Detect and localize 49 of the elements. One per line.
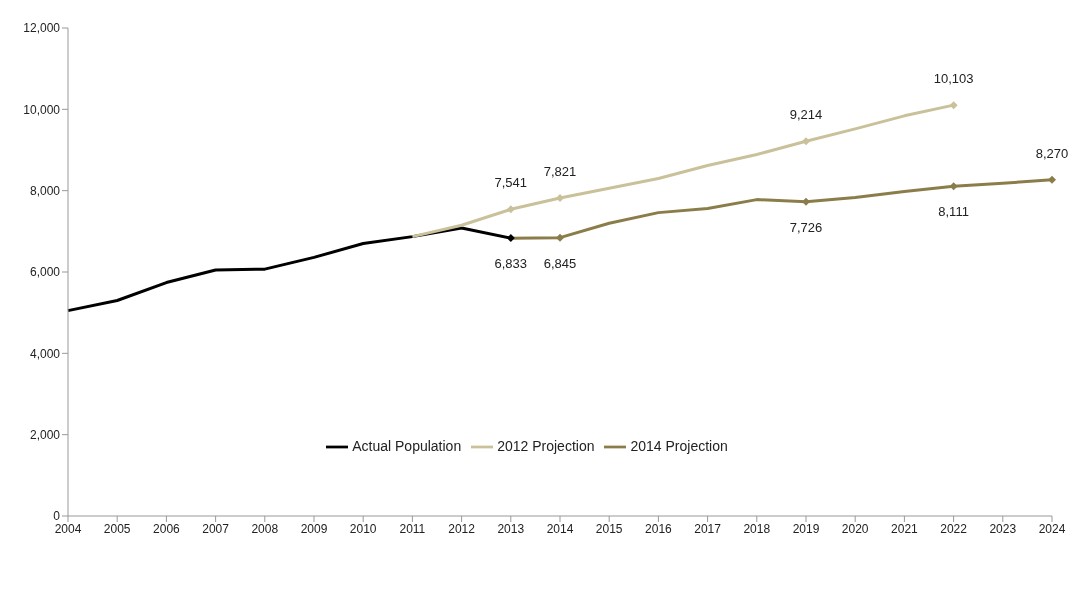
x-tick-label: 2022 bbox=[940, 521, 968, 536]
x-tick-label: 2011 bbox=[399, 521, 426, 536]
point bbox=[802, 197, 810, 206]
data-label: 6,845 bbox=[543, 255, 577, 271]
point bbox=[802, 137, 810, 146]
data-label: 7,726 bbox=[789, 219, 823, 235]
point bbox=[556, 233, 564, 242]
y-tick-label: 4,000 bbox=[29, 346, 61, 361]
point bbox=[506, 234, 515, 243]
y-tick-label: 10,000 bbox=[23, 102, 61, 117]
point bbox=[949, 101, 958, 110]
point bbox=[506, 205, 515, 214]
data-label: 7,541 bbox=[494, 175, 528, 191]
x-tick-label: 2017 bbox=[694, 521, 722, 536]
legend-label: 2012 Projection bbox=[497, 437, 595, 454]
x-tick-label: 2016 bbox=[645, 521, 673, 536]
data-label: 9,214 bbox=[789, 107, 823, 123]
x-tick-label: 2015 bbox=[595, 521, 623, 536]
x-tick-label: 2019 bbox=[792, 521, 820, 536]
data-label: 7,821 bbox=[543, 163, 577, 179]
data-label: 10,103 bbox=[933, 71, 974, 87]
y-tick-label: 2,000 bbox=[29, 427, 61, 442]
x-tick-label: 2024 bbox=[1038, 521, 1066, 536]
x-tick-label: 2014 bbox=[546, 521, 574, 536]
x-tick-label: 2008 bbox=[251, 521, 279, 536]
x-tick-label: 2007 bbox=[202, 521, 230, 536]
data-label: 8,111 bbox=[938, 204, 969, 220]
x-tick-label: 2021 bbox=[891, 521, 919, 536]
y-tick-label: 0 bbox=[53, 509, 61, 524]
x-tick-label: 2012 bbox=[448, 521, 476, 536]
x-tick-label: 2018 bbox=[743, 521, 771, 536]
x-tick-label: 2006 bbox=[153, 521, 181, 536]
data-label: 6,833 bbox=[494, 256, 528, 272]
y-tick-label: 8,000 bbox=[29, 183, 61, 198]
x-tick-label: 2023 bbox=[989, 521, 1017, 536]
x-tick-label: 2005 bbox=[103, 521, 131, 536]
legend-label: 2014 Projection bbox=[630, 437, 728, 454]
x-tick-label: 2004 bbox=[54, 521, 82, 536]
y-tick-label: 6,000 bbox=[29, 265, 61, 280]
data-label: 8,270 bbox=[1035, 145, 1069, 161]
point bbox=[949, 182, 958, 191]
x-tick-label: 2020 bbox=[841, 521, 869, 536]
x-tick-label: 2010 bbox=[349, 521, 377, 536]
point bbox=[556, 193, 564, 202]
x-tick-label: 2013 bbox=[497, 521, 525, 536]
legend-label: Actual Population bbox=[352, 437, 462, 454]
point bbox=[1048, 175, 1056, 184]
x-tick-label: 2009 bbox=[300, 521, 328, 536]
y-tick-label: 12,000 bbox=[23, 21, 61, 36]
